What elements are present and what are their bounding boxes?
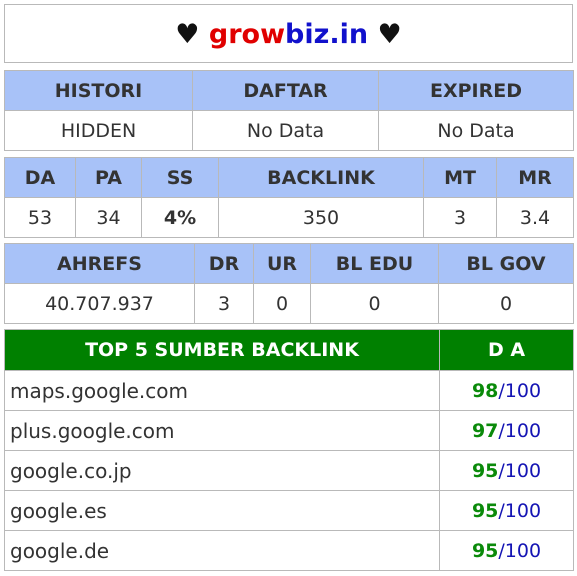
ahrefs-table: AHREFS DR UR BL EDU BL GOV 40.707.937 3 …: [4, 243, 574, 324]
heart-left-icon: ♥: [175, 19, 200, 50]
backlink-domain: plus.google.com: [4, 410, 440, 451]
header-expired: EXPIRED: [378, 70, 574, 111]
value-ur: 0: [253, 283, 311, 324]
table-row: google.de 95/100: [4, 530, 574, 571]
site-title: ♥ growbiz.in ♥: [4, 4, 573, 63]
header-mr: MR: [496, 157, 574, 198]
da-max: /100: [498, 379, 542, 402]
da-score: 98: [471, 379, 499, 402]
header-mt: MT: [423, 157, 497, 198]
value-dr: 3: [194, 283, 254, 324]
value-histori: HIDDEN: [4, 110, 193, 151]
da-score: 95: [471, 459, 499, 482]
da-score: 95: [471, 499, 499, 522]
header-da-score: D A: [439, 329, 574, 371]
history-table: HISTORI DAFTAR EXPIRED HIDDEN No Data No…: [4, 70, 574, 151]
table-row: google.es 95/100: [4, 490, 574, 531]
da-score: 95: [471, 539, 499, 562]
backlink-table: TOP 5 SUMBER BACKLINK D A maps.google.co…: [4, 329, 574, 571]
header-bl-gov: BL GOV: [438, 243, 574, 284]
da-max: /100: [498, 539, 542, 562]
value-daftar: No Data: [192, 110, 379, 151]
header-ur: UR: [253, 243, 311, 284]
backlink-da: 95/100: [439, 530, 574, 571]
table-row: google.co.jp 95/100: [4, 450, 574, 491]
value-mt: 3: [423, 197, 497, 238]
site-name-part1: grow: [208, 19, 286, 50]
header-dr: DR: [194, 243, 254, 284]
site-name-part2: biz.in: [285, 19, 369, 50]
backlink-domain: google.es: [4, 490, 440, 531]
da-score: 97: [471, 419, 499, 442]
value-expired: No Data: [378, 110, 574, 151]
header-pa: PA: [75, 157, 142, 198]
value-bl-gov: 0: [438, 283, 574, 324]
backlink-domain: google.de: [4, 530, 440, 571]
da-max: /100: [498, 459, 542, 482]
header-daftar: DAFTAR: [192, 70, 379, 111]
table-row: plus.google.com 97/100: [4, 410, 574, 451]
value-backlink: 350: [218, 197, 424, 238]
backlink-domain: maps.google.com: [4, 370, 440, 411]
value-mr: 3.4: [496, 197, 574, 238]
header-backlink: BACKLINK: [218, 157, 424, 198]
backlink-domain: google.co.jp: [4, 450, 440, 491]
header-bl-edu: BL EDU: [310, 243, 439, 284]
header-top-backlink: TOP 5 SUMBER BACKLINK: [4, 329, 440, 371]
value-pa: 34: [75, 197, 142, 238]
value-bl-edu: 0: [310, 283, 439, 324]
value-ss: 4%: [141, 197, 219, 238]
header-histori: HISTORI: [4, 70, 193, 111]
da-max: /100: [498, 499, 542, 522]
header-ahrefs: AHREFS: [4, 243, 195, 284]
backlink-da: 95/100: [439, 450, 574, 491]
backlink-da: 95/100: [439, 490, 574, 531]
metrics-table: DA PA SS BACKLINK MT MR 53 34 4% 350 3 3…: [4, 157, 574, 238]
header-da: DA: [4, 157, 76, 198]
table-row: maps.google.com 98/100: [4, 370, 574, 411]
value-da: 53: [4, 197, 76, 238]
backlink-da: 97/100: [439, 410, 574, 451]
heart-right-icon: ♥: [377, 19, 402, 50]
backlink-da: 98/100: [439, 370, 574, 411]
da-max: /100: [498, 419, 542, 442]
header-ss: SS: [141, 157, 219, 198]
value-ahrefs: 40.707.937: [4, 283, 195, 324]
